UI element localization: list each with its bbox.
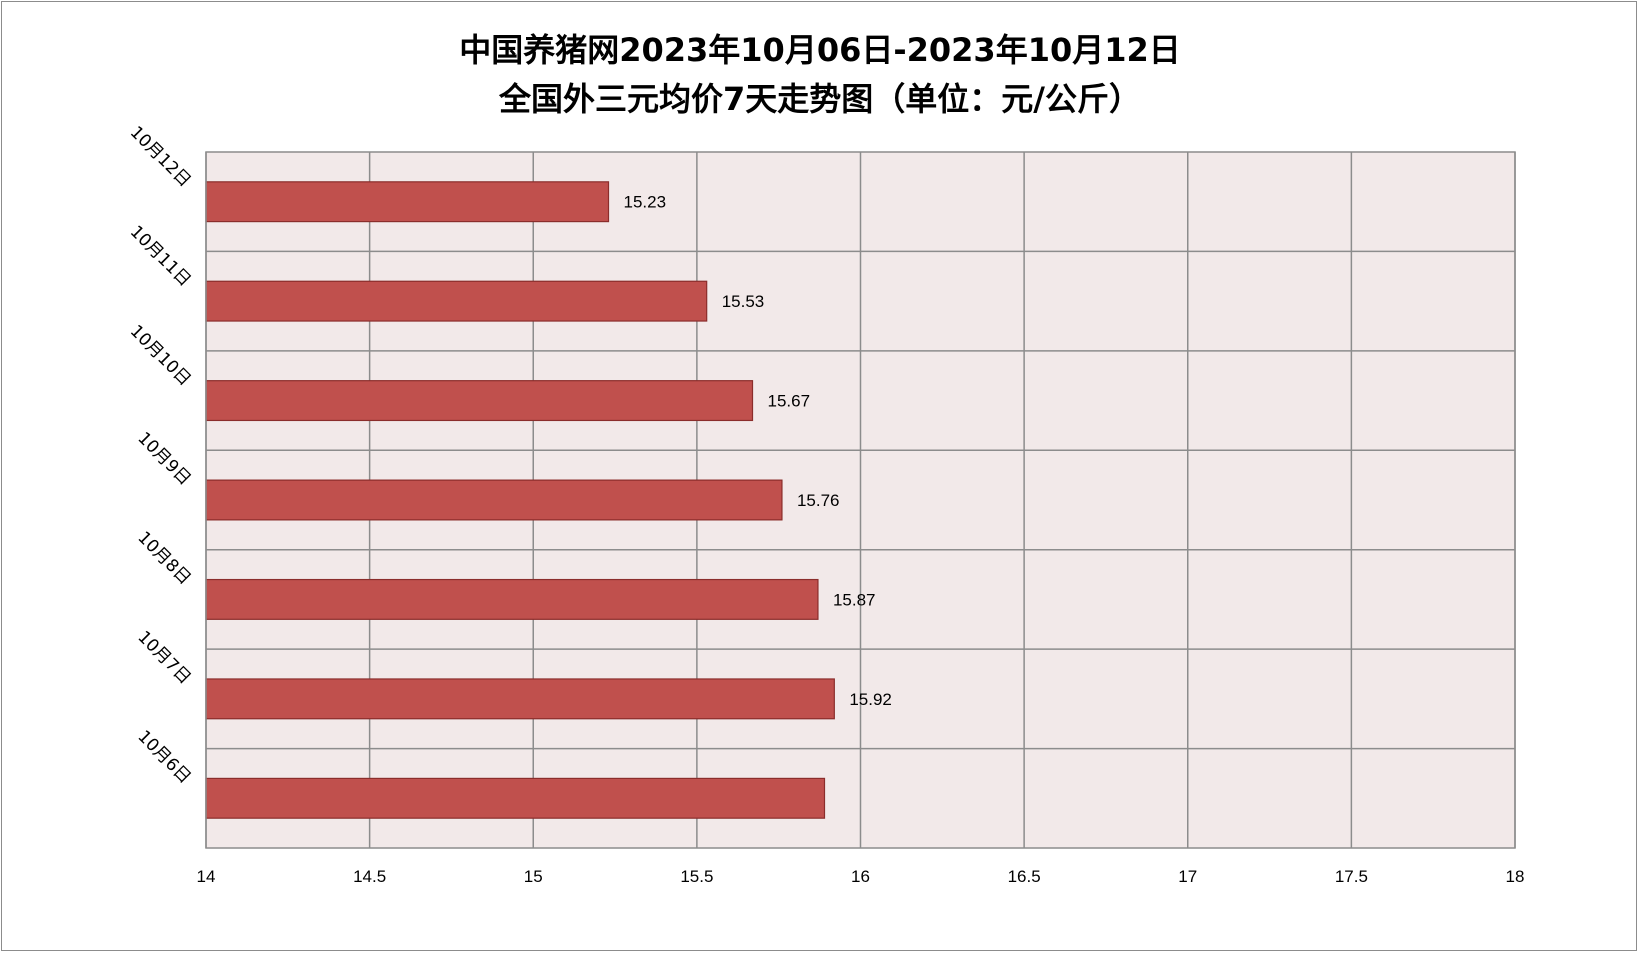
data-labels: 15.23 15.53 15.67 15.76 15.87 15.92: [624, 193, 892, 709]
chart-title-line-2: 全国外三元均价7天走势图（单位：元/公斤）: [499, 80, 1141, 118]
data-label: 15.76: [797, 491, 840, 510]
x-tick-label: 17: [1178, 867, 1197, 886]
category-label: 10月11日: [126, 222, 195, 291]
category-label: 10月8日: [133, 528, 194, 589]
x-tick-label: 17.5: [1335, 867, 1368, 886]
bar: [205, 181, 610, 223]
category-label: 10月10日: [126, 321, 195, 390]
bar: [205, 578, 819, 620]
bar: [205, 479, 783, 521]
data-label: 15.67: [768, 392, 811, 411]
bar: [205, 280, 708, 322]
x-tick-label: 16: [851, 867, 870, 886]
data-label: 15.92: [849, 690, 892, 709]
x-tick-label: 15: [524, 867, 543, 886]
bar: [205, 777, 826, 819]
x-tick-label: 18: [1506, 867, 1525, 886]
x-tick-label: 15.5: [680, 867, 713, 886]
bars: [205, 181, 835, 819]
category-label: 10月7日: [133, 627, 194, 688]
data-label: 15.53: [722, 292, 765, 311]
bar: [205, 678, 835, 720]
x-tick-label: 14: [197, 867, 216, 886]
category-label: 10月6日: [133, 727, 194, 788]
x-tick-label: 16.5: [1008, 867, 1041, 886]
category-label: 10月9日: [133, 428, 194, 489]
chart-title-line-1: 中国养猪网2023年10月06日-2023年10月12日: [459, 31, 1181, 69]
y-axis-category-labels: 10月12日 10月11日 10月10日 10月9日 10月8日 10月7日 10月6日: [126, 122, 195, 787]
x-axis-ticks: 14 14.5 15 15.5 16 16.5 17 17.5 18: [197, 867, 1525, 886]
category-label: 10月12日: [126, 122, 195, 191]
x-tick-label: 14.5: [353, 867, 386, 886]
data-label: 15.87: [833, 590, 876, 609]
plot-border: [205, 151, 1516, 849]
data-label: 15.23: [624, 193, 667, 212]
bar: [205, 380, 754, 422]
